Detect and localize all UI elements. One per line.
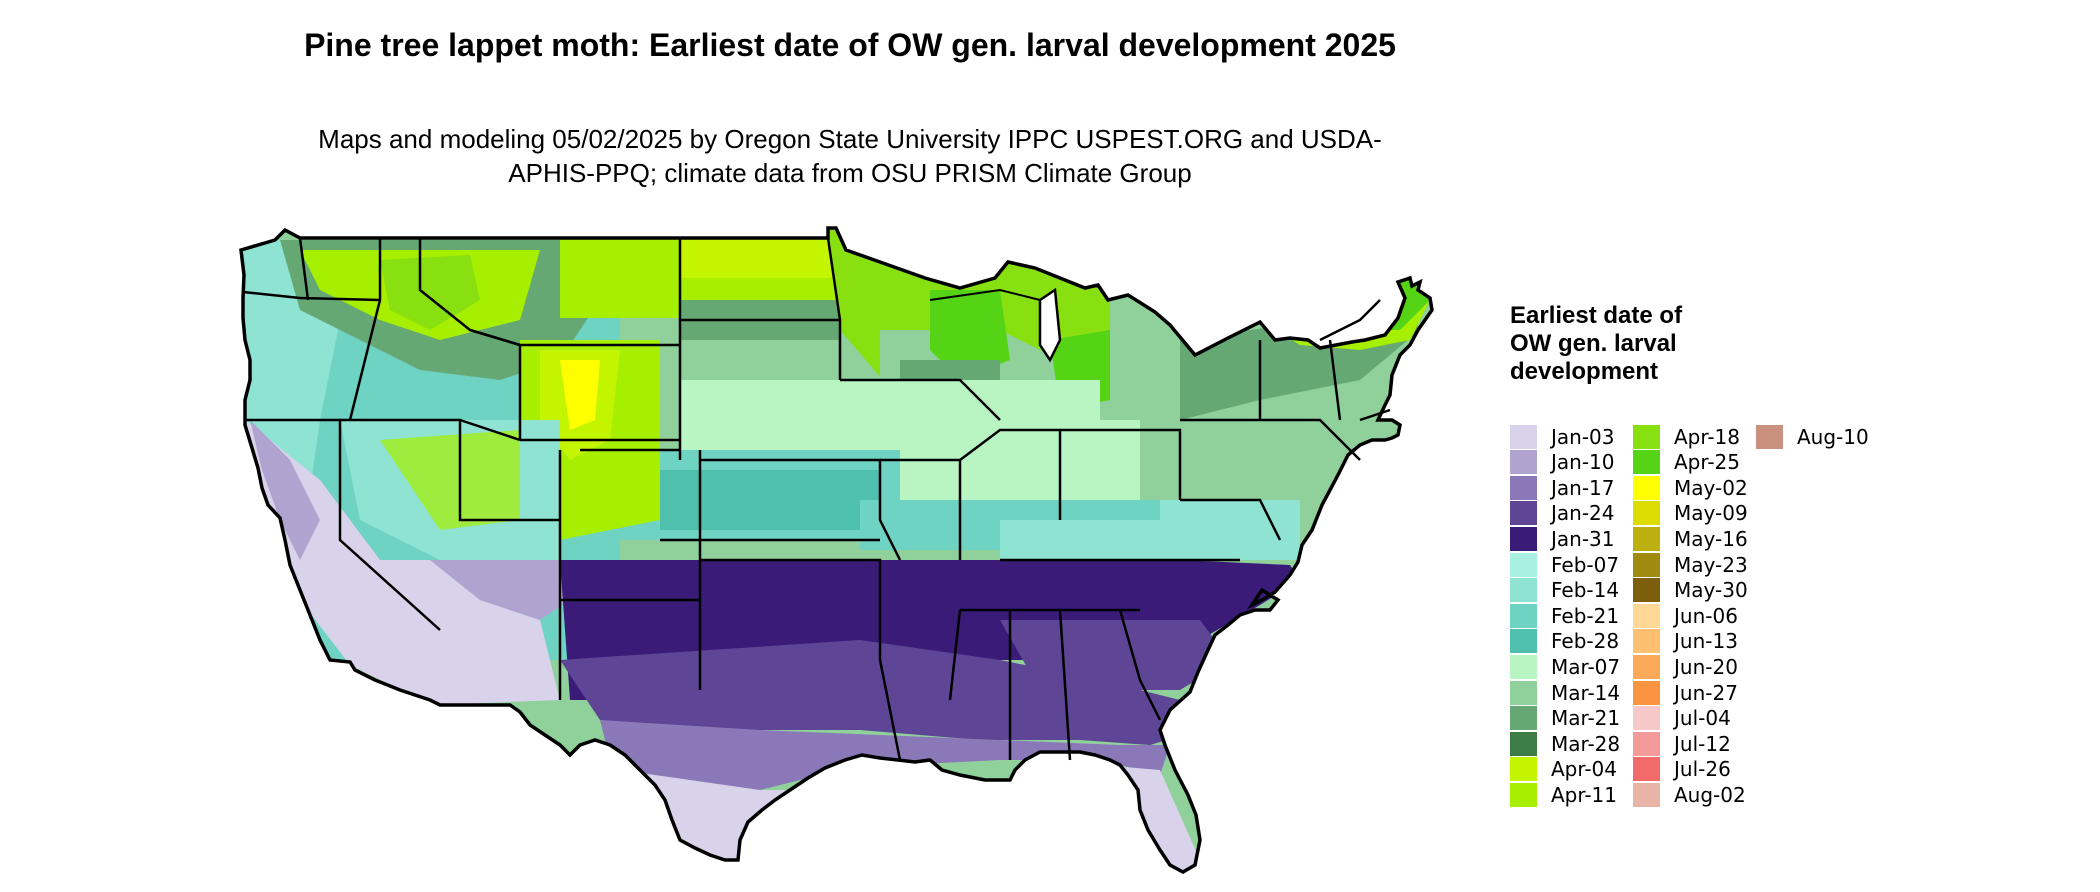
legend-item: Jul-12 [1633,731,1731,756]
legend-swatch [1510,757,1537,782]
legend-label: Mar-21 [1551,706,1621,731]
legend-swatch [1510,450,1537,475]
legend-item: Apr-25 [1633,450,1740,475]
state-borders [239,226,1434,874]
legend-label: Aug-10 [1797,424,1869,449]
legend-swatch [1633,526,1660,551]
legend-swatch [1510,706,1537,731]
us-map [239,226,1434,874]
legend-swatch [1633,731,1660,756]
legend-item: Jan-24 [1510,501,1615,526]
legend-swatch [1510,578,1537,603]
legend-swatch [1633,450,1660,475]
legend-label: Jan-31 [1551,526,1615,551]
legend-item: Aug-10 [1756,424,1869,449]
legend-swatch [1633,757,1660,782]
legend-swatch [1510,680,1537,705]
legend-swatch [1510,424,1537,449]
legend-item: Apr-11 [1510,782,1617,807]
legend-swatch [1756,424,1783,449]
legend-label: Feb-21 [1551,603,1620,628]
legend-swatch [1510,526,1537,551]
legend-swatch [1510,654,1537,679]
legend-swatch [1633,501,1660,526]
legend-swatch [1510,603,1537,628]
legend-swatch [1633,424,1660,449]
legend-item: Aug-02 [1633,782,1746,807]
legend-label: Mar-28 [1551,731,1621,756]
legend-item: May-02 [1633,475,1748,500]
legend-label: Jul-26 [1674,757,1731,782]
legend-label: Jan-10 [1551,450,1615,475]
legend-label: May-16 [1674,526,1748,551]
legend-label: Apr-04 [1551,757,1617,782]
legend-label: May-09 [1674,501,1748,526]
legend-item: Jul-26 [1633,757,1731,782]
legend-swatch [1633,654,1660,679]
legend-label: Jan-17 [1551,475,1615,500]
legend-item: May-30 [1633,578,1748,603]
legend-swatch [1510,731,1537,756]
legend-swatch [1633,680,1660,705]
legend-item: Feb-21 [1510,603,1619,628]
legend-label: Apr-25 [1674,450,1740,475]
legend-swatch [1510,552,1537,577]
legend-label: Aug-02 [1674,782,1746,807]
legend-label: Jun-20 [1674,654,1738,679]
legend-item: Jan-17 [1510,475,1615,500]
legend-label: Jun-13 [1674,629,1738,654]
legend-label: Feb-28 [1551,629,1620,654]
legend-label: Mar-14 [1551,680,1621,705]
legend-item: Mar-14 [1510,680,1620,705]
legend-swatch [1510,629,1537,654]
legend-label: May-02 [1674,475,1748,500]
legend-swatch [1633,782,1660,807]
legend-item: Jun-06 [1633,603,1738,628]
legend-swatch [1633,706,1660,731]
legend-label: Jul-12 [1674,731,1731,756]
legend-item: May-23 [1633,552,1748,577]
legend-item: Feb-28 [1510,629,1619,654]
legend-item: Jul-04 [1633,706,1731,731]
legend-item: May-09 [1633,501,1748,526]
map-subtitle: Maps and modeling 05/02/2025 by Oregon S… [318,124,1382,188]
legend-item: Jun-27 [1633,680,1738,705]
legend-label: Jul-04 [1674,706,1731,731]
legend-swatch [1510,501,1537,526]
legend-label: Jan-24 [1551,501,1615,526]
legend-item: Jan-03 [1510,424,1615,449]
legend-label: Apr-18 [1674,424,1740,449]
legend-label: Mar-07 [1551,654,1621,679]
legend-swatch [1633,475,1660,500]
legend-item: Jan-31 [1510,526,1615,551]
legend-swatch [1510,475,1537,500]
legend-item: Mar-21 [1510,706,1620,731]
legend-label: Jan-03 [1551,424,1615,449]
legend-item: Apr-04 [1510,757,1617,782]
legend-item: Mar-28 [1510,731,1620,756]
map-title: Pine tree lappet moth: Earliest date of … [304,27,1396,63]
legend-swatch [1633,629,1660,654]
legend-title: Earliest date of OW gen. larval developm… [1510,302,1683,385]
legend-item: Apr-18 [1633,424,1740,449]
legend-item: Jun-20 [1633,654,1738,679]
legend-label: May-23 [1674,552,1748,577]
legend-label: Feb-07 [1551,552,1620,577]
legend-label: Jun-27 [1674,680,1738,705]
legend-swatch [1633,578,1660,603]
legend-swatch [1633,552,1660,577]
legend-label: May-30 [1674,578,1748,603]
legend-item: Jan-10 [1510,450,1615,475]
legend-item: Mar-07 [1510,654,1620,679]
legend-label: Jun-06 [1674,603,1738,628]
legend-swatch [1510,782,1537,807]
legend-item: May-16 [1633,526,1748,551]
legend-swatch [1633,603,1660,628]
legend-label: Apr-11 [1551,782,1617,807]
legend-label: Feb-14 [1551,578,1620,603]
legend-item: Jun-13 [1633,629,1738,654]
legend-item: Feb-07 [1510,552,1619,577]
legend-item: Feb-14 [1510,578,1619,603]
